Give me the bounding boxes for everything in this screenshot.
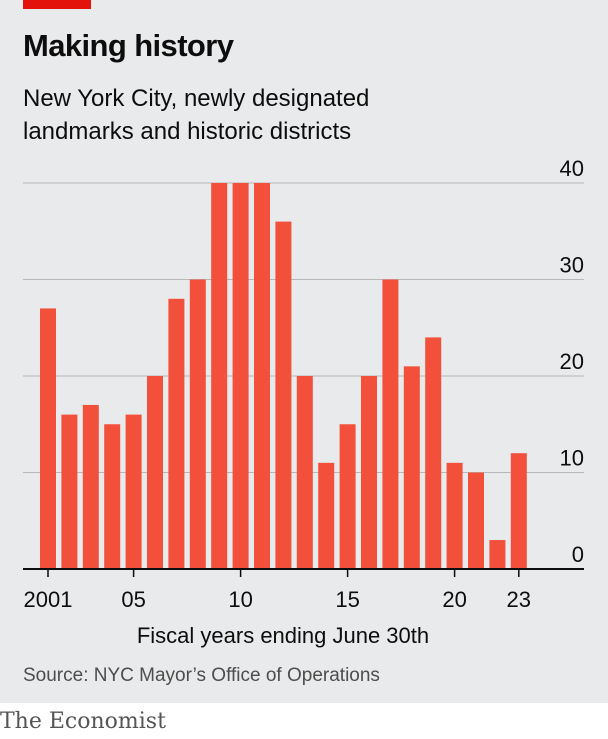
bar-2015: [339, 424, 356, 569]
y-tick-label: 20: [560, 349, 584, 374]
bar-2018: [403, 366, 420, 569]
bar-2012: [275, 221, 292, 569]
x-tick-label: 20: [442, 587, 466, 612]
bar-2003: [82, 404, 99, 569]
source-note: Source: NYC Mayor’s Office of Operations: [23, 665, 380, 686]
chart-subtitle: New York City, newly designated landmark…: [23, 85, 370, 145]
bar-2014: [318, 462, 335, 569]
bar-2023: [510, 453, 527, 569]
bar-2004: [104, 424, 121, 569]
chart-panel: Making history New York City, newly desi…: [0, 0, 608, 703]
bar-2020: [446, 462, 463, 569]
bar-2002: [61, 414, 78, 569]
bar-2005: [125, 414, 142, 569]
bar-2007: [168, 298, 185, 569]
bar-2013: [296, 376, 313, 569]
y-tick-label: 10: [560, 446, 584, 471]
chart-title: Making history: [23, 28, 234, 63]
bar-2017: [382, 279, 399, 569]
bar-2010: [232, 183, 249, 569]
bar-2009: [211, 183, 228, 569]
bar-2021: [468, 472, 484, 569]
bar-2011: [254, 183, 270, 569]
bar-2001: [40, 308, 56, 569]
x-axis-label: Fiscal years ending June 30th: [136, 623, 430, 648]
x-tick-label: 05: [121, 587, 145, 612]
y-tick-label: 40: [560, 156, 584, 181]
x-tick-label: 10: [228, 587, 252, 612]
bar-2008: [189, 279, 206, 569]
bar-2019: [425, 337, 442, 569]
bars: [40, 183, 527, 569]
x-tick-label: 23: [507, 587, 531, 612]
axes: 0 10 20 30 40 2001 05 10 15 20 23: [23, 156, 584, 612]
x-tick-label: 2001: [24, 587, 73, 612]
y-tick-label: 30: [560, 253, 584, 278]
bar-2022: [489, 540, 506, 569]
x-tick-label: 15: [335, 587, 359, 612]
brand-logo-text: The Economist: [0, 709, 166, 734]
bar-chart: 0 10 20 30 40 2001 05 10 15 20 23: [23, 156, 584, 612]
y-tick-label: 0: [572, 542, 584, 567]
bar-2006: [147, 376, 163, 569]
bar-2016: [361, 376, 377, 569]
accent-bar: [23, 0, 91, 9]
